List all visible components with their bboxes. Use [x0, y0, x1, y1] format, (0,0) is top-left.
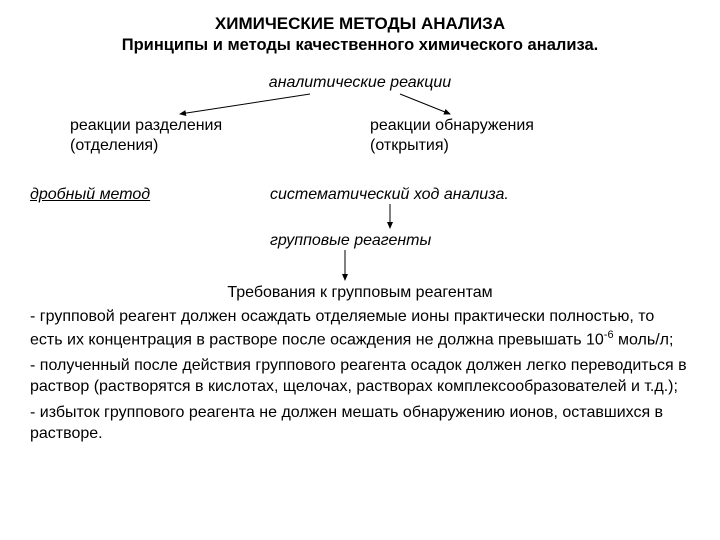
arrow-root-to-left: [180, 94, 310, 114]
branch-left-line2: (отделения): [70, 137, 158, 154]
requirement-3: - избыток группового реагента не должен …: [30, 402, 690, 445]
requirement-2: - полученный после действия группового р…: [30, 355, 690, 398]
branch-right: реакции обнаружения (открытия): [370, 116, 610, 156]
group-reagents-label: групповые реагенты: [270, 232, 431, 250]
method-systematic: систематический ход анализа.: [270, 186, 509, 204]
title-line-2: Принципы и методы качественного химическ…: [0, 36, 720, 55]
branch-left: реакции разделения (отделения): [70, 116, 290, 156]
title-line-1: ХИМИЧЕСКИЕ МЕТОДЫ АНАЛИЗА: [0, 14, 720, 34]
requirement-1: - групповой реагент должен осаждать отде…: [30, 306, 690, 351]
slide-root: ХИМИЧЕСКИЕ МЕТОДЫ АНАЛИЗА Принципы и мет…: [0, 0, 720, 540]
method-fractional: дробный метод: [30, 186, 150, 204]
req1-post: моль/л;: [614, 331, 674, 348]
requirements-heading: Требования к групповым реагентам: [0, 284, 720, 302]
branch-right-line2: (открытия): [370, 137, 449, 154]
requirements-body: - групповой реагент должен осаждать отде…: [30, 306, 690, 449]
arrow-root-to-right: [400, 94, 450, 114]
req1-pre: - групповой реагент должен осаждать отде…: [30, 308, 654, 348]
branch-left-line1: реакции разделения: [70, 117, 222, 134]
root-node-label: аналитические реакции: [0, 74, 720, 92]
req1-exponent: -6: [604, 329, 614, 341]
branch-right-line1: реакции обнаружения: [370, 117, 534, 134]
